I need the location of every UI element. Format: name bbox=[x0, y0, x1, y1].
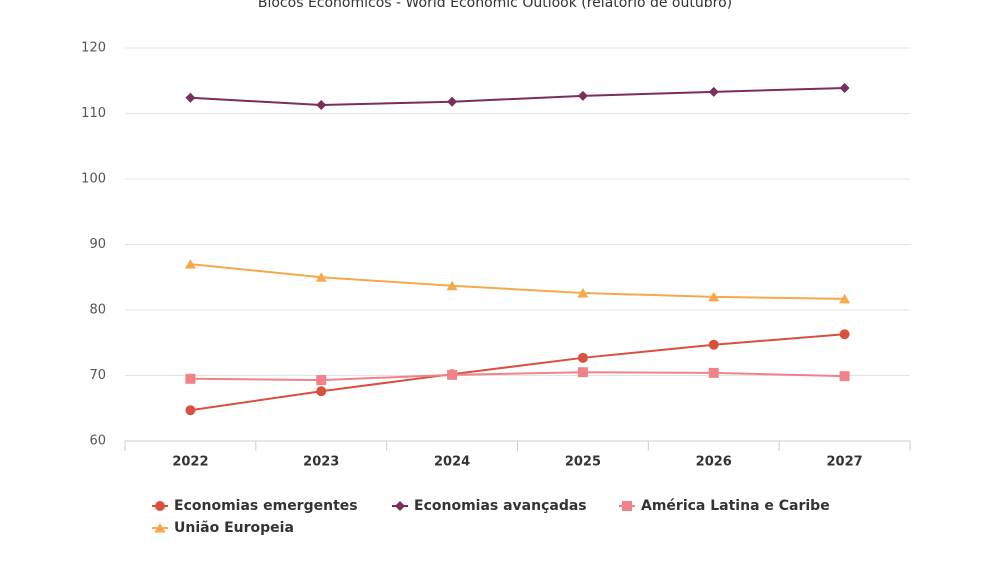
point bbox=[577, 287, 589, 298]
point bbox=[839, 82, 850, 93]
y-tick-label: 110 bbox=[81, 106, 106, 121]
y-tick-label: 80 bbox=[89, 303, 106, 318]
legend-marker bbox=[395, 501, 405, 511]
legend-label: União Europeia bbox=[174, 520, 294, 536]
point bbox=[315, 272, 327, 282]
legend-marker bbox=[155, 501, 165, 511]
series-line bbox=[190, 333, 845, 412]
legend-label: Economias avançadas bbox=[414, 498, 587, 514]
point bbox=[185, 92, 196, 103]
y-tick-label: 70 bbox=[89, 368, 106, 383]
point bbox=[447, 96, 458, 107]
legend-label: Economias emergentes bbox=[174, 498, 358, 514]
point bbox=[708, 339, 719, 350]
point bbox=[577, 367, 588, 378]
x-tick-label: 2024 bbox=[434, 455, 470, 470]
legend-marker bbox=[154, 523, 166, 533]
x-tick-label: 2026 bbox=[696, 455, 732, 470]
y-tick-label: 60 bbox=[89, 434, 106, 449]
chart-title: Blocos Econômicos - World Economic Outlo… bbox=[258, 0, 732, 11]
point bbox=[708, 86, 719, 97]
point bbox=[447, 369, 458, 380]
point bbox=[316, 375, 327, 386]
x-tick-label: 2027 bbox=[826, 455, 862, 470]
legend-marker bbox=[622, 501, 632, 511]
series-line bbox=[190, 263, 845, 300]
point bbox=[839, 329, 850, 340]
point bbox=[185, 373, 196, 384]
y-tick-label: 90 bbox=[89, 237, 106, 252]
point bbox=[316, 99, 327, 110]
point bbox=[839, 293, 851, 304]
y-tick-label: 120 bbox=[81, 41, 106, 56]
point bbox=[316, 386, 327, 397]
x-tick-label: 2023 bbox=[303, 455, 339, 470]
point bbox=[577, 90, 588, 101]
point bbox=[577, 352, 588, 363]
series-line bbox=[190, 371, 845, 382]
x-tick-label: 2025 bbox=[565, 455, 601, 470]
y-tick-label: 100 bbox=[81, 172, 106, 187]
point bbox=[708, 291, 720, 302]
x-tick-label: 2022 bbox=[172, 455, 208, 470]
point bbox=[184, 259, 196, 269]
series-line bbox=[190, 86, 845, 106]
legend-label: América Latina e Caribe bbox=[641, 498, 830, 514]
point bbox=[185, 405, 196, 416]
point bbox=[708, 367, 719, 378]
point bbox=[446, 280, 458, 291]
point bbox=[839, 371, 850, 382]
